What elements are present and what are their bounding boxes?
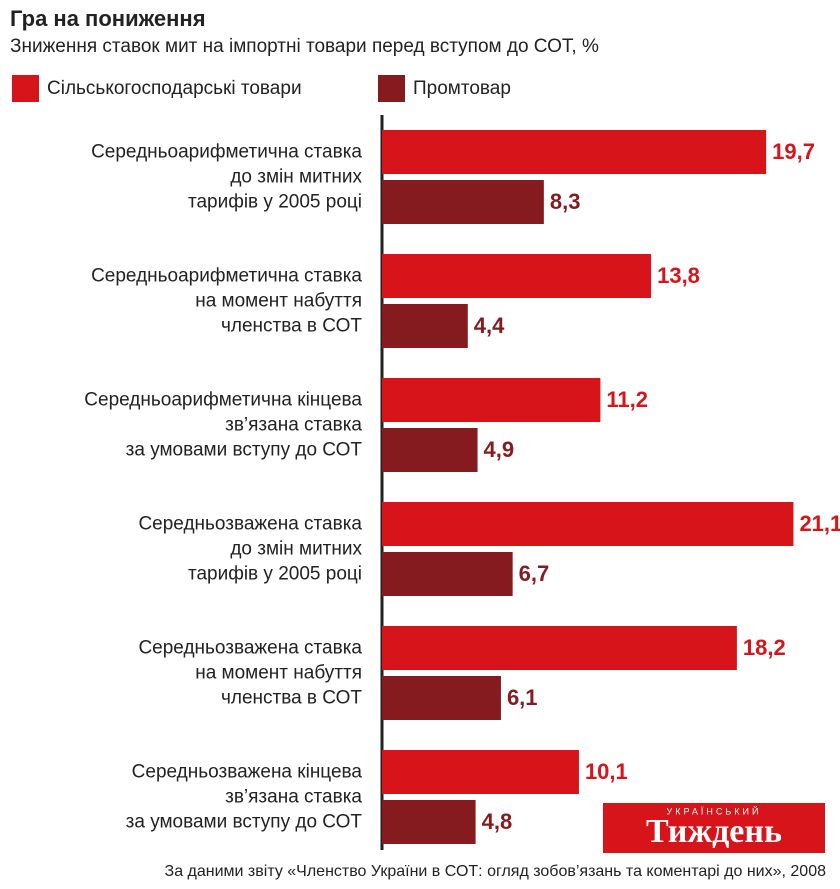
bar [382, 130, 767, 174]
legend-label: Промтовар [413, 78, 511, 99]
category-label: Середньоарифметична ставка на момент наб… [91, 265, 362, 337]
chart-subtitle: Зниження ставок мит на імпортні товари п… [10, 36, 599, 57]
logo-big: Тиждень [646, 813, 782, 850]
category-label: Середньоарифметична ставка до змін митни… [91, 141, 362, 213]
value-label: 8,3 [550, 189, 581, 214]
logo-small: УКРАЇНСЬКИЙ [667, 805, 762, 816]
value-label: 4,4 [474, 313, 505, 338]
bar [382, 750, 579, 794]
category-label: Середньозважена кінцева зв’язана ставка … [125, 761, 362, 833]
category-label: Середньозважена ставка до змін митних та… [138, 513, 362, 585]
value-label: 6,1 [507, 685, 538, 710]
bar [382, 552, 513, 596]
source: За даними звіту «Членство України в СОТ:… [165, 863, 827, 880]
value-label: 21,1 [799, 511, 840, 536]
bar [382, 378, 601, 422]
value-label: 4,8 [482, 809, 513, 834]
legend-label: Сільськогосподарські товари [47, 78, 302, 99]
value-label: 18,2 [743, 635, 786, 660]
logo-box [603, 803, 825, 853]
value-label: 6,7 [519, 561, 550, 586]
legend-swatch [378, 75, 405, 102]
value-label: 13,8 [657, 263, 700, 288]
bar [382, 502, 794, 546]
bar [382, 304, 468, 348]
bar [382, 676, 501, 720]
category-label: Середньозважена ставка на момент набуття… [138, 637, 362, 709]
bar [382, 428, 478, 472]
bar [382, 626, 737, 670]
value-label: 11,2 [606, 387, 648, 412]
value-label: 4,9 [484, 437, 515, 462]
chart-title: Гра на пониження [10, 6, 206, 31]
value-label: 10,1 [585, 759, 628, 784]
bar [382, 800, 476, 844]
legend-swatch [12, 75, 39, 102]
bar [382, 254, 652, 298]
value-label: 19,7 [772, 139, 815, 164]
category-label: Середньоарифметична кінцева зв’язана ста… [84, 389, 362, 461]
bar [382, 180, 544, 224]
